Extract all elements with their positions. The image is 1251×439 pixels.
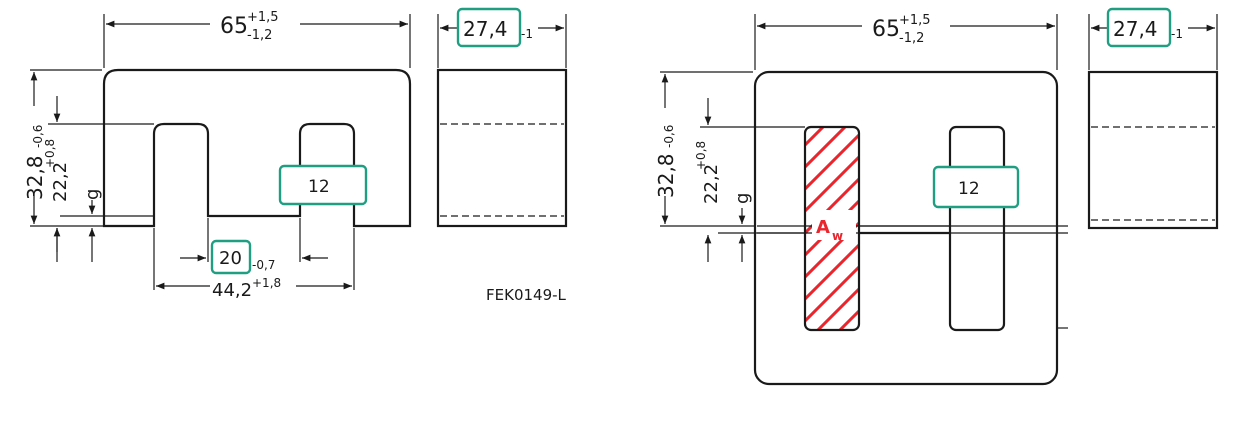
right-area-subscript: w (832, 229, 843, 243)
left-drawing: 65 +1,5 -1,2 32,8 -0,6 22,2 +0,8 g 12 20… (23, 7, 568, 304)
right-height-tol: -0,6 (662, 125, 676, 148)
left-height-dim: 32,8 (23, 155, 47, 200)
left-depth-dim: 27,4 (463, 17, 508, 41)
left-leg-width-dim: 12 (308, 177, 330, 197)
left-window-height-dim: 22,2 (50, 162, 71, 202)
right-window-height-tol: +0,8 (694, 141, 708, 170)
left-width-dim: 65 (220, 14, 248, 39)
right-width-dim: 65 (872, 17, 900, 42)
right-leg-width-highlight (932, 165, 1020, 209)
right-area-label-bg (812, 210, 856, 240)
left-width-tol-upper: +1,5 (247, 10, 279, 25)
right-leg-width-dim: 12 (958, 179, 980, 199)
right-depth-tol: -1 (1171, 27, 1183, 41)
left-window-height-tol: +0,8 (43, 139, 57, 168)
right-area-label: A (816, 217, 830, 238)
right-left-window (803, 125, 861, 332)
right-depth-highlight (1106, 7, 1172, 48)
left-e-core-outline (102, 68, 412, 228)
left-width-tol-lower: -1,2 (247, 28, 272, 43)
left-center-leg-dim: 20 (219, 248, 242, 269)
right-gap-label: g (732, 193, 753, 204)
left-center-leg-tol: -0,7 (252, 258, 275, 272)
right-side-view (1087, 70, 1219, 230)
left-gap-label: g (82, 189, 103, 200)
left-side-view (436, 68, 568, 228)
right-drawing: A w 65 +1,5 -1,2 32,8 -0,6 22,2 +0,8 g 1… (654, 7, 1219, 386)
left-depth-tol: -1 (521, 27, 533, 41)
right-depth-dim: 27,4 (1113, 17, 1158, 41)
right-width-tol-upper: +1,5 (899, 13, 931, 28)
left-leg-width-highlight (278, 164, 368, 206)
left-drawing-code: FEK0149-L (486, 286, 567, 304)
left-height-tol: -0,6 (31, 125, 45, 148)
right-right-window (948, 125, 1006, 332)
right-width-tol-lower: -1,2 (899, 31, 924, 46)
left-window-span-tol: +1,8 (252, 276, 281, 290)
left-center-leg-highlight (210, 239, 252, 275)
left-window-span-dim: 44,2 (212, 280, 252, 301)
right-window-height-dim: 22,2 (701, 164, 722, 204)
right-height-dim: 32,8 (654, 153, 678, 198)
right-core-outline (753, 70, 1059, 386)
right-winding-area-hatch (805, 127, 859, 330)
left-depth-highlight (456, 7, 522, 48)
